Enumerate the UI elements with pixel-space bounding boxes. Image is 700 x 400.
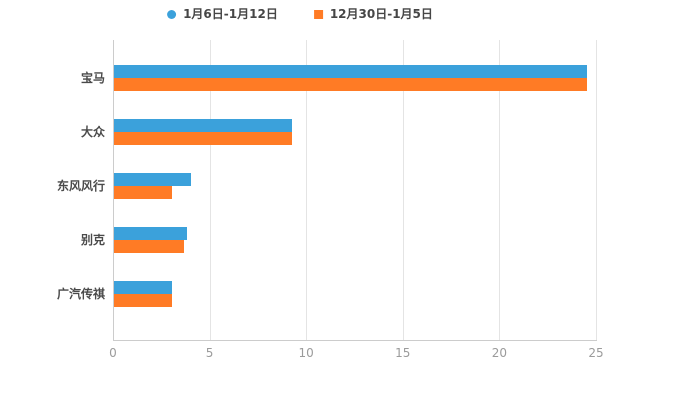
grid-line	[596, 40, 597, 340]
plot-area	[113, 40, 597, 341]
x-axis-line	[113, 340, 597, 341]
grid-line	[209, 40, 211, 340]
bar-series2	[114, 240, 184, 253]
bar-series2	[114, 294, 172, 307]
legend: 1月6日-1月12日 12月30日-1月5日	[167, 7, 433, 21]
category-label: 宝马	[80, 71, 105, 85]
x-tick-label: 15	[395, 346, 411, 360]
category-label: 东风风行	[56, 179, 105, 193]
bar-series1	[114, 281, 172, 294]
bar-series1	[114, 65, 588, 78]
category-label: 大众	[80, 125, 105, 139]
category-label: 广汽传祺	[56, 287, 105, 301]
bar-series1	[114, 119, 292, 132]
legend-item[interactable]: 12月30日-1月5日	[313, 7, 433, 21]
grid-line	[499, 40, 501, 340]
bar-series1	[114, 173, 192, 186]
bar-series1	[114, 227, 188, 240]
legend-label: 1月6日-1月12日	[183, 7, 278, 21]
legend-marker-icon	[313, 9, 323, 19]
x-tick-label: 25	[588, 346, 604, 360]
x-tick-label: 5	[205, 346, 214, 360]
bar-series2	[114, 132, 292, 145]
bar-series2	[114, 78, 588, 91]
category-label: 别克	[80, 233, 105, 247]
legend-marker-icon	[167, 9, 177, 19]
bar-series2	[114, 186, 172, 199]
grid-line	[306, 40, 308, 340]
y-axis-line	[113, 40, 114, 340]
legend-label: 12月30日-1月5日	[329, 7, 433, 21]
x-tick-label: 0	[109, 346, 117, 360]
x-tick-label: 20	[491, 346, 508, 360]
legend-item[interactable]: 1月6日-1月12日	[167, 7, 278, 21]
x-tick-label: 10	[298, 346, 314, 360]
grid-line	[402, 40, 404, 340]
